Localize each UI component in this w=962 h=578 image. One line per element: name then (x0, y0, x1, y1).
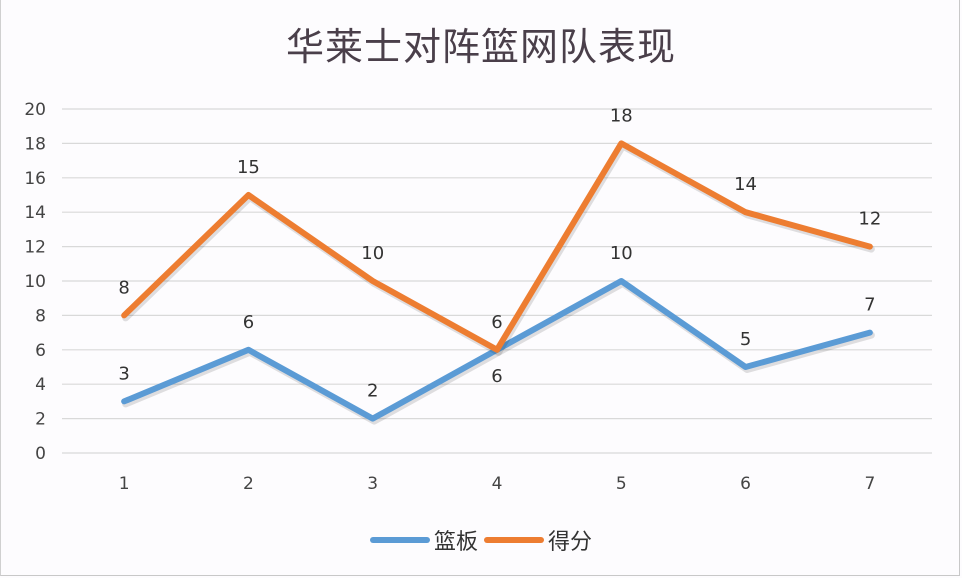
legend: 篮板 得分 (0, 524, 962, 556)
x-tick-label: 5 (616, 474, 627, 494)
y-tick-label: 4 (35, 375, 46, 395)
data-label: 5 (740, 329, 751, 350)
legend-item-points[interactable]: 得分 (484, 524, 592, 556)
chart-title: 华莱士对阵篮网队表现 (285, 25, 676, 69)
data-label: 8 (118, 277, 129, 298)
x-tick-label: 4 (492, 474, 503, 494)
x-tick-label: 3 (367, 474, 378, 494)
data-label: 10 (361, 243, 384, 264)
data-label: 10 (610, 243, 633, 264)
y-tick-label: 12 (24, 238, 46, 258)
series-line-points[interactable] (121, 140, 873, 353)
y-tick-label: 20 (24, 100, 46, 120)
data-label: 6 (491, 312, 502, 333)
data-label: 3 (118, 363, 129, 384)
y-tick-label: 16 (24, 169, 46, 189)
data-label: 12 (858, 209, 881, 230)
legend-swatch-rebounds-icon (369, 537, 430, 543)
y-tick-label: 0 (35, 444, 46, 464)
legend-swatch-points-icon (484, 537, 544, 543)
data-label: 6 (243, 312, 254, 333)
x-tick-label: 1 (119, 474, 130, 494)
data-label: 7 (864, 295, 875, 316)
data-label: 6 (491, 366, 502, 387)
y-tick-label: 2 (35, 410, 46, 430)
legend-label: 得分 (548, 530, 593, 555)
x-tick-label: 7 (864, 474, 875, 494)
legend-label: 篮板 (433, 530, 478, 555)
y-tick-label: 10 (24, 272, 46, 292)
legend-item-rebounds[interactable]: 篮板 (369, 524, 478, 556)
data-label: 15 (237, 157, 260, 178)
y-tick-label: 6 (35, 341, 46, 361)
y-tick-label: 14 (24, 203, 46, 223)
data-label: 14 (734, 174, 757, 195)
data-label: 18 (610, 105, 633, 126)
x-tick-label: 2 (243, 474, 254, 494)
x-tick-label: 6 (740, 474, 751, 494)
data-label: 2 (367, 381, 378, 402)
y-tick-label: 8 (35, 306, 46, 326)
y-tick-label: 18 (24, 134, 46, 154)
